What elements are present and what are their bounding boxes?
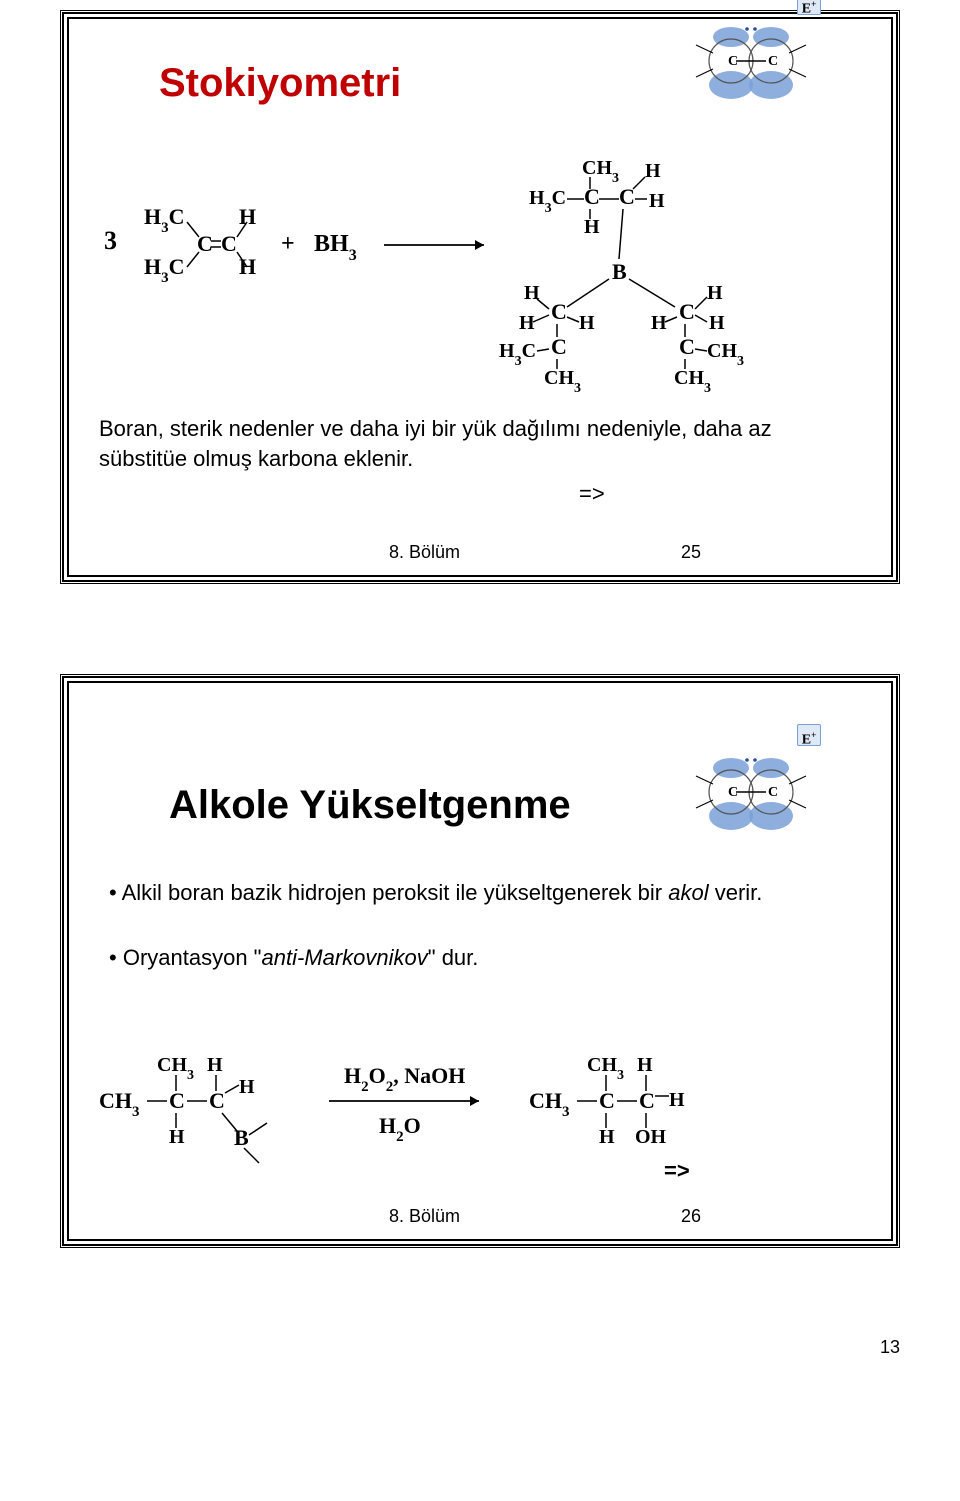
orbital-icon-2: C C E+ [691,738,811,833]
bullet1-text: Alkil boran bazik hidrojen peroksit ile … [122,880,663,905]
slide1-title: Stokiyometri [159,61,401,106]
bullet1-tail: verir. [715,880,763,905]
slide2-bullet2: • Oryantasyon "anti-Markovnikov" dur. [109,943,849,973]
svg-text:H: H [519,312,535,334]
slide1-footer-right: 25 [681,542,701,563]
svg-text:=>: => [664,1158,690,1183]
svg-text:H: H [599,1126,615,1148]
bullet2-em: anti-Markovnikov [261,945,427,970]
svg-text:H: H [645,160,661,182]
bullet1-em: akol [668,880,708,905]
slide-2: C C E+ Alkole Yükseltgenme • Alk [60,674,900,1248]
e-label: E [802,2,811,17]
svg-text:3: 3 [104,226,117,255]
svg-text:C: C [679,299,695,324]
svg-text:H: H [651,312,667,334]
bullet2-post: " dur. [428,945,479,970]
slide2-footer-left: 8. Bölüm [389,1206,460,1227]
svg-text:C: C [551,334,567,359]
svg-text:H: H [649,190,665,212]
svg-text:H: H [637,1054,653,1076]
svg-text:H: H [524,282,540,304]
svg-text:H: H [579,312,595,334]
orbital-icon-1: C C E+ [691,7,811,102]
svg-text:CH3: CH3 [544,367,581,396]
page-number: 13 [880,1337,900,1358]
slide2-title: Alkole Yükseltgenme [169,783,571,828]
svg-text:H: H [669,1089,685,1111]
e-plus: + [811,0,816,9]
svg-text:C: C [584,184,600,209]
svg-text:OH: OH [635,1126,667,1148]
svg-text:H3C: H3C [499,340,536,369]
slide1-body: Boran, sterik nedenler ve daha iyi bir y… [99,414,859,473]
svg-text:C: C [221,231,237,256]
svg-text:CH3: CH3 [582,157,619,186]
slide2-chemistry: CH3 C C CH3 H H H B [79,993,899,1193]
svg-text:+: + [281,231,295,257]
svg-text:C: C [639,1088,655,1113]
slide-2-inner: C C E+ Alkole Yükseltgenme • Alk [67,681,893,1241]
e-plus-2: + [811,730,816,740]
svg-text:C: C [768,785,778,800]
svg-text:CH3: CH3 [529,1088,570,1120]
svg-text:CH3: CH3 [99,1088,140,1120]
svg-text:H: H [584,216,600,238]
svg-text:H: H [239,204,256,229]
svg-text:B: B [612,259,627,284]
svg-text:H: H [169,1126,185,1148]
svg-text:H: H [709,312,725,334]
slide-1-inner: C C E+ Stokiyometri 3 [67,17,893,577]
svg-text:C: C [619,184,635,209]
e-label-2: E [802,733,811,748]
slide2-bullet1: • Alkil boran bazik hidrojen peroksit il… [109,878,849,908]
svg-text:C: C [768,54,778,69]
svg-text:H: H [239,1076,255,1098]
svg-text:C: C [551,299,567,324]
slide1-arrow: => [579,479,605,509]
slide2-footer-right: 26 [681,1206,701,1227]
svg-text:BH3: BH3 [314,231,357,264]
svg-text:C: C [169,1088,185,1113]
svg-text:H2O: H2O [379,1113,421,1145]
slide-1: C C E+ Stokiyometri 3 [60,10,900,584]
svg-text:H: H [707,282,723,304]
svg-text:H: H [207,1054,223,1076]
svg-text:C: C [209,1088,225,1113]
slide1-chemistry: 3 H3C H3C H H C C + BH3 [89,129,909,409]
svg-text:CH3: CH3 [674,367,711,396]
svg-text:CH3: CH3 [707,340,744,369]
svg-text:C: C [197,231,213,256]
svg-text:H3C: H3C [529,187,566,216]
bullet2-pre: Oryantasyon " [123,945,262,970]
svg-text:H2O2, NaOH: H2O2, NaOH [344,1063,465,1095]
svg-text:B: B [234,1125,249,1150]
svg-text:C: C [599,1088,615,1113]
svg-text:H3C: H3C [144,254,185,286]
slide1-footer-left: 8. Bölüm [389,542,460,563]
svg-text:H3C: H3C [144,204,185,236]
svg-text:C: C [679,334,695,359]
